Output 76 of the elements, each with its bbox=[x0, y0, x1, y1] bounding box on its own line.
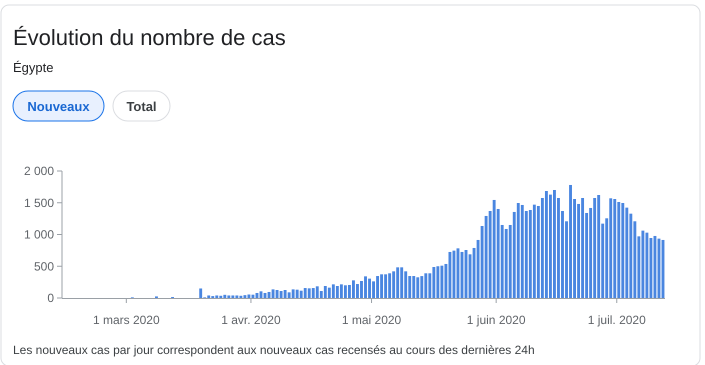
bar bbox=[384, 274, 388, 298]
bar bbox=[199, 288, 202, 298]
bar bbox=[284, 290, 287, 298]
bar bbox=[645, 232, 648, 298]
chart-subtitle: Égypte bbox=[13, 60, 54, 75]
chart-title: Évolution du nombre de cas bbox=[13, 25, 286, 50]
bar bbox=[641, 230, 644, 298]
bar bbox=[296, 290, 299, 298]
x-tick-label: 1 avr. 2020 bbox=[221, 313, 281, 327]
bar bbox=[247, 294, 250, 298]
bar bbox=[569, 184, 572, 298]
bar bbox=[280, 291, 283, 298]
bar bbox=[460, 252, 464, 298]
bar bbox=[272, 289, 274, 298]
y-tick-label: 2 000 bbox=[24, 164, 54, 178]
bar bbox=[544, 191, 548, 298]
text: Total bbox=[126, 99, 157, 114]
bar bbox=[340, 284, 343, 298]
bar bbox=[223, 294, 226, 298]
bar bbox=[360, 280, 363, 298]
bar bbox=[328, 288, 331, 298]
y-tick-label: 1 500 bbox=[24, 196, 54, 210]
bar bbox=[256, 292, 258, 298]
bar bbox=[452, 250, 456, 298]
bar bbox=[424, 273, 428, 298]
bar bbox=[364, 276, 367, 298]
bar bbox=[492, 200, 496, 298]
bar bbox=[432, 267, 436, 298]
bar bbox=[268, 292, 270, 298]
bar bbox=[532, 204, 536, 298]
bar bbox=[456, 248, 460, 298]
bar bbox=[276, 290, 279, 298]
bar bbox=[662, 240, 664, 298]
bar bbox=[436, 266, 440, 298]
bar bbox=[332, 284, 335, 298]
bar bbox=[376, 276, 380, 298]
bar bbox=[292, 289, 295, 298]
x-tick-label: 1 mai 2020 bbox=[342, 313, 402, 327]
bar bbox=[231, 295, 234, 298]
bar bbox=[300, 290, 303, 298]
bar bbox=[400, 267, 404, 298]
bar bbox=[344, 285, 347, 298]
bar bbox=[593, 198, 596, 298]
y-tick-label: 1 000 bbox=[24, 228, 54, 242]
bar bbox=[464, 250, 468, 298]
bar bbox=[658, 238, 660, 298]
x-tick-label: 1 mars 2020 bbox=[92, 313, 160, 327]
bar bbox=[252, 294, 254, 298]
bar bbox=[243, 295, 246, 298]
x-tick-label: 1 juin 2020 bbox=[466, 313, 526, 327]
bar bbox=[264, 292, 266, 298]
bar bbox=[348, 284, 351, 298]
bar bbox=[356, 284, 359, 298]
bar bbox=[396, 267, 400, 298]
bar bbox=[440, 266, 444, 298]
y-tick-label: 0 bbox=[47, 291, 54, 305]
bar bbox=[288, 292, 291, 298]
bar bbox=[324, 286, 327, 298]
bar bbox=[336, 286, 339, 298]
bar bbox=[448, 252, 452, 298]
bar bbox=[654, 236, 656, 298]
bar bbox=[368, 278, 371, 298]
text: Nouveaux bbox=[27, 99, 90, 114]
bar bbox=[597, 195, 600, 298]
y-tick-label: 500 bbox=[34, 259, 54, 274]
bar bbox=[553, 190, 556, 298]
bar bbox=[581, 198, 584, 298]
bar bbox=[352, 280, 355, 298]
bar bbox=[260, 291, 262, 298]
bar bbox=[227, 295, 230, 298]
bar bbox=[235, 295, 238, 298]
bar bbox=[388, 273, 392, 298]
x-tick-label: 1 juil. 2020 bbox=[588, 313, 646, 327]
bar bbox=[380, 274, 384, 298]
bar bbox=[392, 271, 396, 298]
text: Les nouveaux cas par jour correspondent aux nouveaux cas recensés au cours des dernières 24h bbox=[13, 343, 535, 357]
